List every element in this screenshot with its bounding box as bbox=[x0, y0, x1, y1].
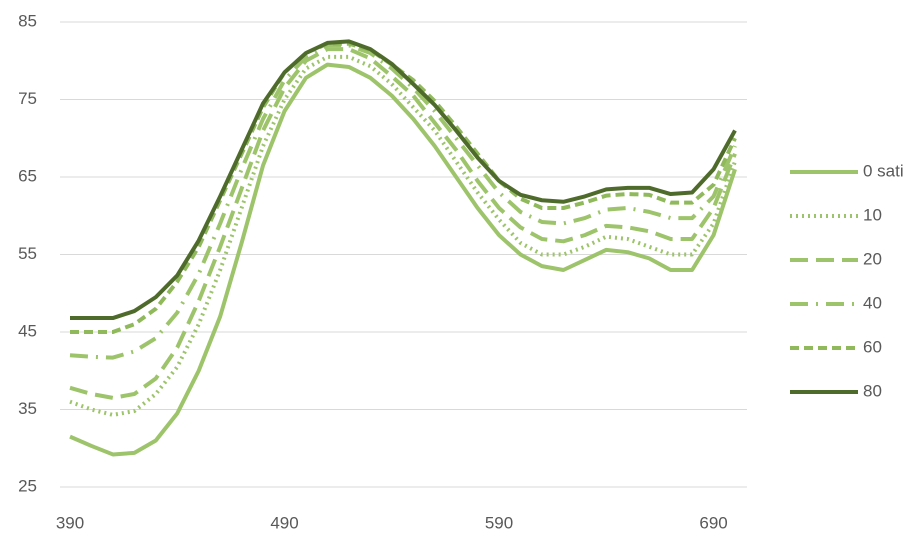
series-line bbox=[69, 47, 737, 400]
x-tick-label: 490 bbox=[270, 513, 298, 532]
y-tick-label: 75 bbox=[18, 89, 37, 108]
y-tick-label: 25 bbox=[18, 476, 37, 495]
x-tick-label: 590 bbox=[485, 513, 513, 532]
legend-label: 80 bbox=[863, 381, 882, 400]
y-tick-label: 85 bbox=[18, 11, 37, 30]
x-tick-label: 690 bbox=[699, 513, 727, 532]
legend-label: 20 bbox=[863, 249, 882, 268]
legend-label: 60 bbox=[863, 337, 882, 356]
legend-label: 10 bbox=[863, 205, 882, 224]
y-tick-label: 45 bbox=[18, 321, 37, 340]
series-line bbox=[69, 62, 737, 457]
legend-label: 40 bbox=[863, 293, 882, 312]
legend-label: 0 sati bbox=[863, 161, 904, 180]
y-tick-label: 35 bbox=[18, 399, 37, 418]
y-tick-label: 65 bbox=[18, 166, 37, 185]
series-line bbox=[69, 43, 737, 360]
y-tick-label: 55 bbox=[18, 244, 37, 263]
series-line bbox=[70, 39, 737, 321]
x-tick-label: 390 bbox=[56, 513, 84, 532]
